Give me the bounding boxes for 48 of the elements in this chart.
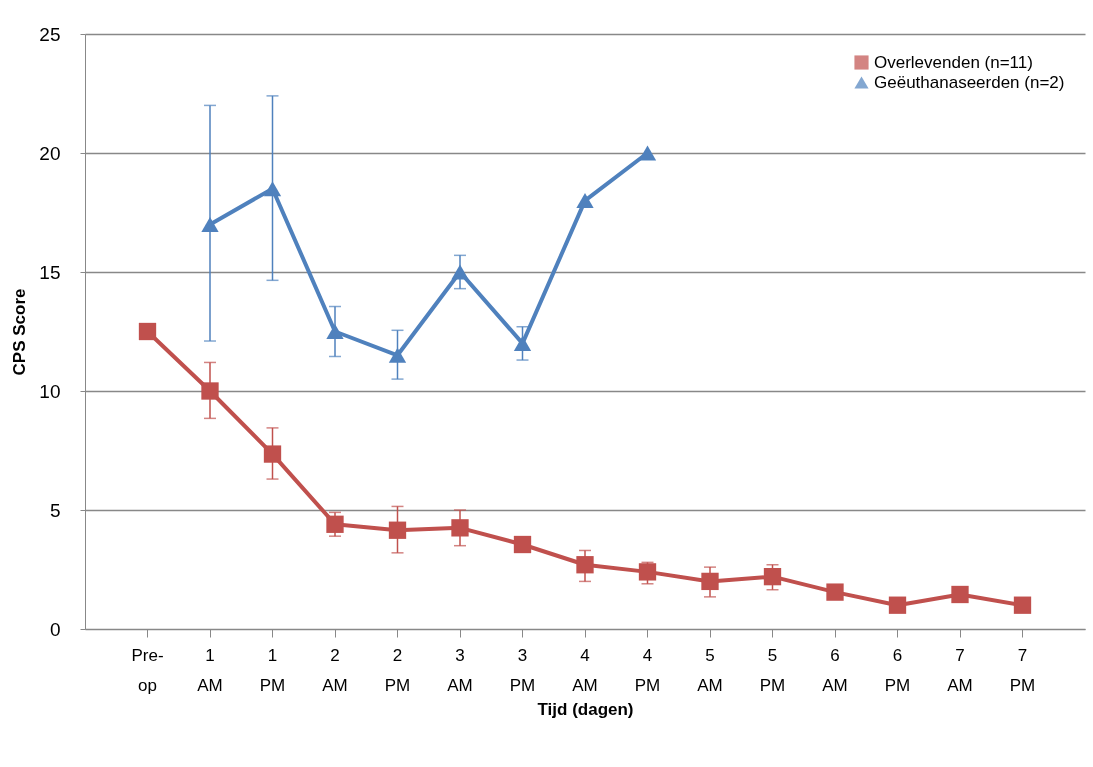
x-tick-label: 6 AM — [822, 645, 848, 695]
x-tick-label: 3 AM — [447, 645, 473, 695]
x-tick-label: 1 AM — [197, 645, 223, 695]
point — [326, 515, 344, 533]
y-tick-label: 5 — [49, 499, 61, 521]
point — [951, 585, 969, 604]
point — [201, 216, 219, 232]
x-tick-label: 4 AM — [572, 645, 598, 695]
point — [1013, 596, 1032, 614]
y-tick-label: 20 — [39, 142, 61, 164]
point — [638, 145, 657, 161]
point — [513, 335, 532, 351]
point — [326, 324, 344, 339]
x-tick-label: 2 PM — [384, 645, 411, 695]
x-tick-label: Pre-op — [131, 645, 164, 695]
point — [576, 556, 594, 574]
legend-label: Overlevenden (n=11) — [874, 52, 1033, 72]
x-tick-label: 5 AM — [697, 645, 723, 695]
legend-label: Geëuthanaseerden (n=2) — [874, 72, 1065, 92]
point — [388, 521, 407, 539]
point — [451, 519, 469, 537]
y-tick-label: 15 — [39, 261, 61, 283]
x-tick-label: 6 PM — [884, 645, 911, 695]
point — [263, 445, 282, 463]
point — [513, 535, 532, 554]
point — [576, 193, 594, 209]
point — [888, 596, 907, 614]
point — [451, 264, 469, 280]
x-tick-label: 1 PM — [259, 645, 286, 695]
x-tick-label: 5 PM — [759, 645, 786, 695]
point — [138, 322, 157, 341]
point — [263, 181, 282, 197]
y-tick-label: 25 — [39, 23, 61, 45]
x-tick-label: 4 PM — [634, 645, 661, 695]
y-tick-label: 0 — [49, 618, 61, 640]
point — [701, 572, 719, 591]
x-tick-label: 7 AM — [947, 645, 973, 695]
point — [763, 567, 782, 586]
point — [201, 382, 219, 400]
point — [388, 347, 407, 363]
x-axis-title: Tijd (dagen) — [537, 699, 634, 719]
point — [638, 563, 657, 581]
point — [826, 583, 844, 601]
x-tick-label: 3 PM — [509, 645, 536, 695]
x-tick-label: 2 AM — [322, 645, 348, 695]
y-tick-label: 10 — [39, 380, 61, 402]
y-axis-title: CPS Score — [10, 288, 30, 376]
x-tick-label: 7 PM — [1009, 645, 1036, 695]
